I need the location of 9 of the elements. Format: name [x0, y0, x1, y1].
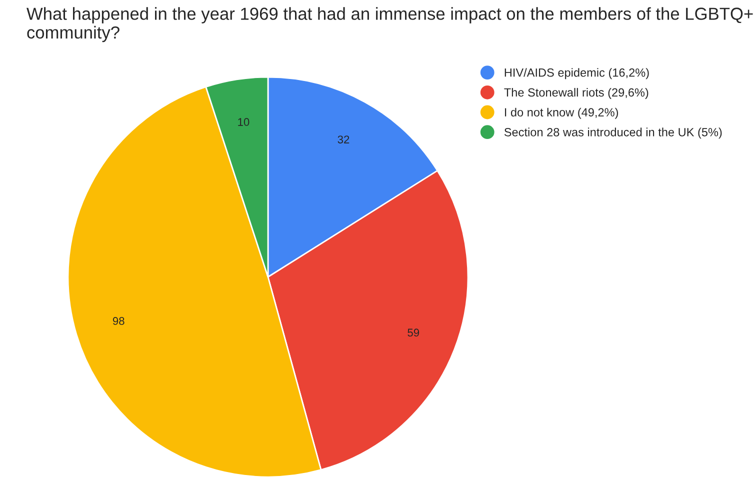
legend-label: HIV/AIDS epidemic (16,2%): [504, 68, 649, 80]
legend-label: Section 28 was introduced in the UK (5%): [504, 128, 722, 139]
data-label: 59: [408, 328, 420, 337]
data-label: 98: [112, 317, 124, 325]
data-label: 10: [238, 118, 250, 126]
legend-label: I do not know (49,2%): [504, 108, 618, 119]
chart-title: What happened in the year 1969 that had an immense impact on the members of the LGBTQ+ community?: [26, 7, 753, 42]
data-label: 32: [338, 136, 350, 144]
legend-label: The Stonewall riots (29,6%): [504, 88, 648, 99]
